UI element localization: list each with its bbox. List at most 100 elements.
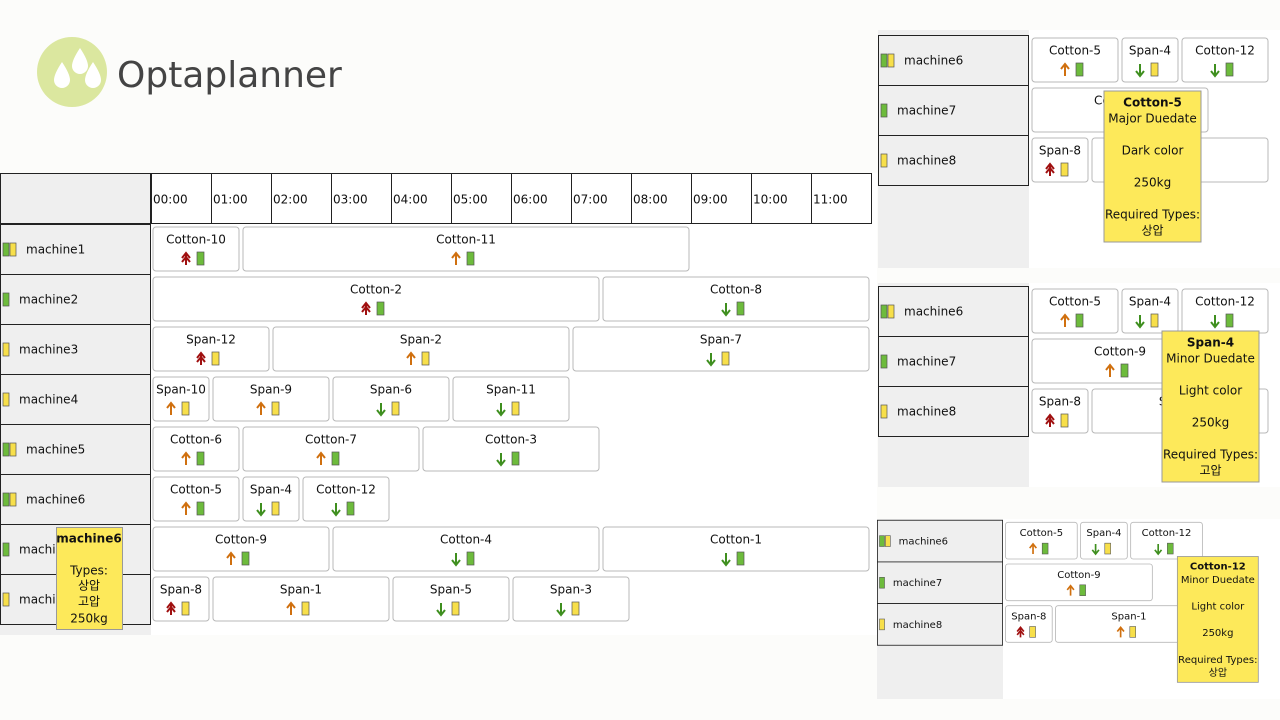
task-label: Cotton-8 (710, 283, 762, 297)
task (152, 226, 240, 272)
task (1005, 605, 1053, 643)
priority-icon (706, 353, 716, 367)
priority-icon (1045, 413, 1055, 427)
hour-label: 10:00 (753, 193, 788, 207)
machine-cell (0, 474, 151, 525)
color-icon (571, 601, 580, 616)
machine-cell (0, 424, 151, 475)
type-icon (879, 535, 885, 547)
machine-cell (0, 374, 151, 425)
task-label: Cotton-11 (436, 233, 496, 247)
task-tooltip: Span-4 Minor Duedate Light color 250kg Requi… (1161, 330, 1260, 483)
app-title: Optaplanner (117, 55, 342, 96)
priority-icon (1045, 162, 1055, 176)
task (152, 376, 210, 422)
color-icon (1167, 542, 1174, 555)
task-label: Cotton-5 (1049, 44, 1101, 58)
task (1031, 288, 1119, 334)
color-icon (1075, 62, 1084, 77)
priority-icon (166, 601, 176, 615)
task-label: Span-7 (700, 333, 742, 347)
tooltip-text: Light color (1179, 384, 1242, 398)
priority-icon (1116, 625, 1125, 638)
hour-cell (811, 173, 872, 224)
task (152, 476, 240, 522)
tooltip-text: Types: (69, 564, 108, 578)
tooltip-box (1161, 330, 1260, 483)
machine-label: machine5 (26, 443, 85, 457)
type-icon (2, 292, 10, 307)
task (572, 326, 870, 372)
task-label: Span-3 (550, 583, 592, 597)
machine-label: machine7 (897, 104, 956, 118)
type-icon (9, 492, 17, 507)
task (272, 326, 570, 372)
zoom-panel: machine6 Cotton-5 Span-4 Cotton-12 machine7 C… (878, 283, 1280, 487)
corner-cell (0, 173, 151, 224)
task-label: Cotton-12 (316, 483, 376, 497)
task (1005, 521, 1078, 560)
task-label: Span-8 (160, 583, 202, 597)
priority-icon (181, 501, 191, 515)
task (602, 526, 870, 572)
priority-icon (361, 301, 371, 315)
machine-label: machine1 (26, 243, 85, 257)
color-icon (301, 601, 310, 616)
tooltip-text: Minor Duedate (1166, 352, 1255, 366)
tooltip-text: 250kg (1202, 628, 1233, 639)
priority-icon (496, 453, 506, 467)
type-icon (2, 592, 10, 607)
task-label: Span-8 (1011, 612, 1046, 623)
type-icon (9, 242, 17, 257)
hour-cell (751, 173, 812, 224)
task-label: Cotton-12 (1195, 295, 1255, 309)
hour-label: 00:00 (153, 193, 188, 207)
task-label: Cotton-10 (166, 233, 226, 247)
task (422, 426, 600, 472)
tooltip-text: 상압 (1209, 666, 1227, 679)
color-icon (181, 601, 190, 616)
task (332, 376, 450, 422)
task (392, 576, 510, 622)
color-icon (1079, 584, 1086, 596)
color-icon (721, 351, 730, 366)
tooltip-title: Cotton-12 (1190, 562, 1246, 573)
machine-label: machine7 (893, 578, 942, 589)
schedule: 00:00 01:00 02:00 03:00 04:00 05:00 06:00 07:00… (0, 173, 877, 635)
type-icon (880, 153, 888, 168)
task (152, 326, 270, 372)
task (152, 576, 210, 622)
task (302, 476, 390, 522)
priority-icon (181, 251, 191, 265)
task (452, 376, 570, 422)
hour-label: 06:00 (513, 193, 548, 207)
task-label: Cotton-5 (1049, 295, 1101, 309)
tooltip-text: 상압 (1141, 224, 1163, 238)
machine-cell (878, 386, 1029, 437)
task-label: Span-8 (1039, 395, 1081, 409)
machine-label: machine2 (19, 293, 78, 307)
machine-cell (878, 135, 1029, 186)
task-label: Span-6 (370, 383, 412, 397)
type-icon (9, 442, 17, 457)
task-label: Cotton-1 (710, 533, 762, 547)
hour-label: 03:00 (333, 193, 368, 207)
priority-icon (1154, 544, 1163, 556)
tooltip-box (1176, 556, 1259, 683)
type-icon (880, 304, 888, 319)
type-icon (2, 392, 10, 407)
task-label: Cotton-6 (170, 433, 222, 447)
priority-icon (1135, 315, 1145, 329)
color-icon (1120, 363, 1129, 378)
priority-icon (1210, 315, 1220, 329)
tooltip-text: Light color (1191, 602, 1245, 613)
hour-cell (391, 173, 452, 224)
tooltip-title: Cotton-5 (1123, 96, 1182, 110)
tooltip-text: Required Types: (1105, 208, 1200, 222)
hour-label: 02:00 (273, 193, 308, 207)
task (212, 376, 330, 422)
machine-label: machine8 (893, 620, 942, 631)
color-icon (466, 251, 475, 266)
task (332, 526, 600, 572)
